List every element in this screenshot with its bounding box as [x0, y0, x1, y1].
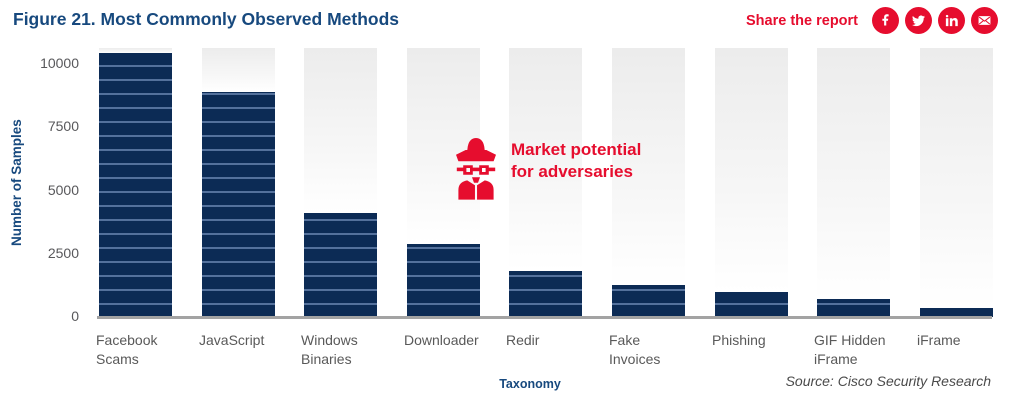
y-tick-label: 7500	[47, 118, 79, 135]
category-label: Redir	[506, 332, 540, 348]
y-tick-label: 0	[71, 308, 79, 324]
share-label: Share the report	[746, 12, 858, 29]
bar-column	[920, 48, 993, 317]
spy-icon	[452, 132, 500, 205]
column-background	[612, 48, 685, 285]
twitter-icon[interactable]	[905, 7, 932, 34]
column-background	[509, 48, 582, 271]
category-label: Windows Binaries	[301, 332, 358, 367]
bar	[99, 53, 172, 317]
bar-column	[715, 48, 788, 317]
bar	[509, 271, 582, 317]
bar-column	[99, 48, 172, 317]
x-axis-title: Taxonomy	[499, 377, 561, 391]
bar-column	[612, 48, 685, 317]
y-tick-label: 10000	[40, 55, 79, 71]
bar-column	[304, 48, 377, 317]
bar-column	[202, 48, 275, 317]
column-background	[407, 48, 480, 244]
bar	[612, 285, 685, 317]
annotation-text: Market potential for adversaries	[511, 140, 642, 181]
category-label: Phishing	[712, 332, 766, 348]
bar-column	[407, 48, 480, 317]
bar	[817, 299, 890, 317]
bar-column	[817, 48, 890, 317]
category-label: Fake Invoices	[609, 332, 661, 367]
bar	[920, 308, 993, 317]
category-label: iFrame	[917, 332, 961, 348]
bar-column	[509, 48, 582, 317]
bar	[304, 213, 377, 317]
column-background	[99, 48, 172, 53]
linkedin-icon[interactable]	[938, 7, 965, 34]
share-bar: Share the report	[746, 7, 998, 34]
y-tick-label: 2500	[47, 244, 79, 261]
y-tick-label: 5000	[47, 181, 79, 198]
category-label: Facebook Scams	[96, 332, 158, 367]
email-icon[interactable]	[971, 7, 998, 34]
column-background	[304, 48, 377, 213]
bar	[715, 292, 788, 317]
figure-title: Figure 21. Most Commonly Observed Method…	[13, 9, 400, 29]
column-background	[920, 48, 993, 308]
category-label: JavaScript	[199, 332, 265, 348]
column-background	[817, 48, 890, 299]
bar	[407, 244, 480, 317]
category-label: Downloader	[404, 332, 479, 348]
source-credit: Source: Cisco Security Research	[785, 373, 991, 389]
category-label: GIF Hidden iFrame	[814, 332, 886, 367]
x-axis-line	[97, 316, 992, 319]
facebook-icon[interactable]	[872, 7, 899, 34]
column-background	[715, 48, 788, 292]
bar	[202, 92, 275, 317]
column-background	[202, 48, 275, 92]
